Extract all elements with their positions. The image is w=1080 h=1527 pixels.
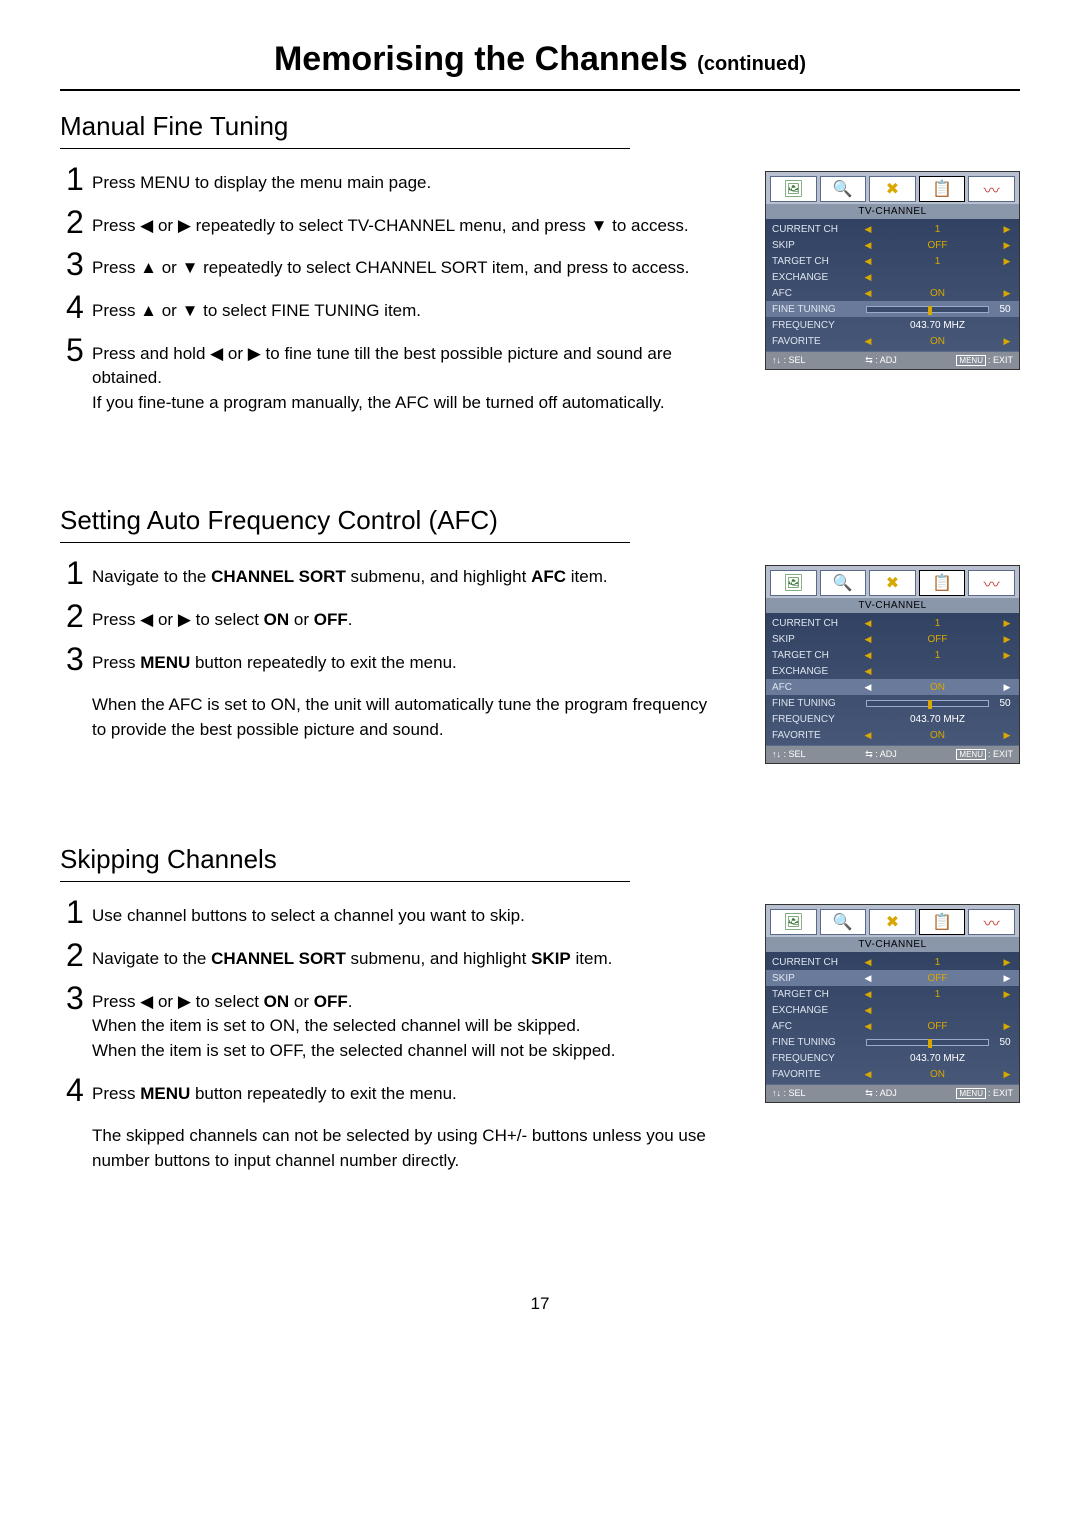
osd-menu: 🖼🔍✖📋〰 TV-CHANNEL CURRENT CH◀1▶SKIP◀OFF▶T… — [765, 565, 1020, 764]
osd-row: FREQUENCY043.70 MHZ — [766, 1050, 1019, 1066]
osd-row: TARGET CH◀1▶ — [766, 647, 1019, 663]
step: 2Navigate to the CHANNEL SORT submenu, a… — [60, 939, 720, 972]
osd-tab[interactable]: 🖼 — [770, 909, 817, 935]
osd-tabs: 🖼🔍✖📋〰 — [766, 566, 1019, 598]
step-text: Navigate to the CHANNEL SORT submenu, an… — [92, 939, 612, 972]
osd-row: FAVORITE◀ON▶ — [766, 727, 1019, 743]
step-text: Press ▲ or ▼ repeatedly to select CHANNE… — [92, 248, 689, 281]
step-number: 2 — [66, 206, 92, 238]
osd-row: FREQUENCY043.70 MHZ — [766, 711, 1019, 727]
step-text: Use channel buttons to select a channel … — [92, 896, 525, 929]
osd-row: TARGET CH◀1▶ — [766, 986, 1019, 1002]
osd-row: AFC◀ON▶ — [766, 679, 1019, 695]
osd-row: CURRENT CH◀1▶ — [766, 615, 1019, 631]
osd-tab[interactable]: ✖ — [869, 570, 916, 596]
step: 3Press ▲ or ▼ repeatedly to select CHANN… — [60, 248, 720, 281]
osd-row: CURRENT CH◀1▶ — [766, 221, 1019, 237]
step-number: 3 — [66, 982, 92, 1014]
step: 2Press ◀ or ▶ repeatedly to select TV-CH… — [60, 206, 720, 239]
osd-row: EXCHANGE◀▶ — [766, 1002, 1019, 1018]
step: 5Press and hold ◀ or ▶ to fine tune till… — [60, 334, 720, 416]
step-text: Navigate to the CHANNEL SORT submenu, an… — [92, 557, 608, 590]
osd-tab[interactable]: 📋 — [919, 176, 966, 202]
page-number: 17 — [60, 1294, 1020, 1314]
step-number: 1 — [66, 163, 92, 195]
step-text: Press MENU button repeatedly to exit the… — [92, 1074, 457, 1107]
osd-tab[interactable]: ✖ — [869, 176, 916, 202]
step-number: 4 — [66, 1074, 92, 1106]
step-text: Press MENU to display the menu main page… — [92, 163, 431, 196]
osd-row: FAVORITE◀ON▶ — [766, 333, 1019, 349]
osd-tab[interactable]: 📋 — [919, 909, 966, 935]
osd-row: FINE TUNING50 — [766, 301, 1019, 317]
step: 4Press MENU button repeatedly to exit th… — [60, 1074, 720, 1107]
osd-tabs: 🖼🔍✖📋〰 — [766, 172, 1019, 204]
osd-row: SKIP◀OFF▶ — [766, 631, 1019, 647]
note-text: The skipped channels can not be selected… — [60, 1124, 720, 1173]
step-text: Press and hold ◀ or ▶ to fine tune till … — [92, 334, 720, 416]
osd-tab[interactable]: 〰 — [968, 570, 1015, 596]
osd-row: FREQUENCY043.70 MHZ — [766, 317, 1019, 333]
osd-footer: ↑↓ : SEL ⇆ : ADJ MENU: EXIT — [766, 745, 1019, 763]
osd-tab[interactable]: 🔍 — [820, 909, 867, 935]
step-number: 2 — [66, 939, 92, 971]
osd-row: AFC◀OFF▶ — [766, 1018, 1019, 1034]
step-text: Press ◀ or ▶ to select ON or OFF.When th… — [92, 982, 616, 1064]
step-number: 5 — [66, 334, 92, 366]
section-content: 1Press MENU to display the menu main pag… — [60, 163, 1020, 425]
step: 1Press MENU to display the menu main pag… — [60, 163, 720, 196]
section-content: 1Navigate to the CHANNEL SORT submenu, a… — [60, 557, 1020, 764]
step-number: 2 — [66, 600, 92, 632]
osd-row: TARGET CH◀1▶ — [766, 253, 1019, 269]
osd-menu: 🖼🔍✖📋〰 TV-CHANNEL CURRENT CH◀1▶SKIP◀OFF▶T… — [765, 171, 1020, 370]
osd-row: EXCHANGE◀▶ — [766, 269, 1019, 285]
osd-tab[interactable]: 📋 — [919, 570, 966, 596]
section-title: Setting Auto Frequency Control (AFC) — [60, 505, 630, 543]
osd-row: SKIP◀OFF▶ — [766, 237, 1019, 253]
osd-header: TV-CHANNEL — [766, 937, 1019, 952]
osd-row: AFC◀ON▶ — [766, 285, 1019, 301]
osd-tab[interactable]: 🖼 — [770, 570, 817, 596]
step-text: Press ◀ or ▶ repeatedly to select TV-CHA… — [92, 206, 689, 239]
step-number: 3 — [66, 248, 92, 280]
osd-footer: ↑↓ : SEL ⇆ : ADJ MENU: EXIT — [766, 351, 1019, 369]
osd-row: CURRENT CH◀1▶ — [766, 954, 1019, 970]
step-number: 1 — [66, 896, 92, 928]
step: 3Press MENU button repeatedly to exit th… — [60, 643, 720, 676]
osd-header: TV-CHANNEL — [766, 204, 1019, 219]
osd-tab[interactable]: 〰 — [968, 176, 1015, 202]
osd-header: TV-CHANNEL — [766, 598, 1019, 613]
osd-tab[interactable]: 🖼 — [770, 176, 817, 202]
step: 4Press ▲ or ▼ to select FINE TUNING item… — [60, 291, 720, 324]
osd-row: FINE TUNING50 — [766, 695, 1019, 711]
page-title: Memorising the Channels (continued) — [60, 40, 1020, 91]
step: 2Press ◀ or ▶ to select ON or OFF. — [60, 600, 720, 633]
note-text: When the AFC is set to ON, the unit will… — [60, 693, 720, 742]
step: 1Navigate to the CHANNEL SORT submenu, a… — [60, 557, 720, 590]
step: 1Use channel buttons to select a channel… — [60, 896, 720, 929]
osd-tab[interactable]: 🔍 — [820, 176, 867, 202]
osd-tab[interactable]: 🔍 — [820, 570, 867, 596]
section-title: Manual Fine Tuning — [60, 111, 630, 149]
osd-menu: 🖼🔍✖📋〰 TV-CHANNEL CURRENT CH◀1▶SKIP◀OFF▶T… — [765, 904, 1020, 1103]
step-number: 3 — [66, 643, 92, 675]
section-content: 1Use channel buttons to select a channel… — [60, 896, 1020, 1173]
step-number: 1 — [66, 557, 92, 589]
title-main: Memorising the Channels — [274, 40, 697, 78]
osd-row: SKIP◀OFF▶ — [766, 970, 1019, 986]
osd-row: FAVORITE◀ON▶ — [766, 1066, 1019, 1082]
osd-footer: ↑↓ : SEL ⇆ : ADJ MENU: EXIT — [766, 1084, 1019, 1102]
osd-tab[interactable]: ✖ — [869, 909, 916, 935]
osd-tab[interactable]: 〰 — [968, 909, 1015, 935]
step-text: Press ▲ or ▼ to select FINE TUNING item. — [92, 291, 421, 324]
step-text: Press MENU button repeatedly to exit the… — [92, 643, 457, 676]
osd-row: FINE TUNING50 — [766, 1034, 1019, 1050]
title-continued: (continued) — [697, 53, 806, 75]
step-number: 4 — [66, 291, 92, 323]
section-title: Skipping Channels — [60, 844, 630, 882]
step: 3Press ◀ or ▶ to select ON or OFF.When t… — [60, 982, 720, 1064]
osd-tabs: 🖼🔍✖📋〰 — [766, 905, 1019, 937]
step-text: Press ◀ or ▶ to select ON or OFF. — [92, 600, 352, 633]
osd-row: EXCHANGE◀▶ — [766, 663, 1019, 679]
